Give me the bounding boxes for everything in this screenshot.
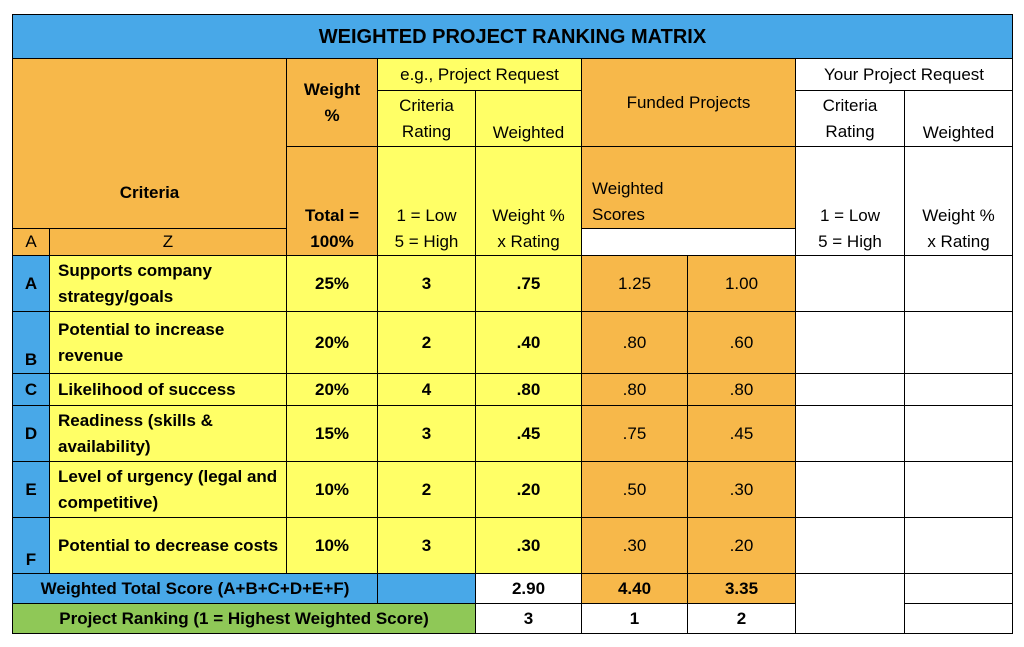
your-rating-cell[interactable]: [795, 255, 905, 312]
criteria-name: Supports company strategy/goals: [49, 255, 287, 312]
your-rating-scale-header: 1 = Low 5 = High: [795, 146, 905, 256]
table-row: C Likelihood of success 20% 4 .80 .80 .8…: [12, 373, 1013, 406]
weighted-value: .75: [475, 255, 582, 312]
criteria-name: Likelihood of success: [49, 373, 287, 406]
column-a-header: A: [12, 228, 50, 256]
criteria-name: Level of urgency (legal and competitive): [49, 461, 287, 518]
your-rating-cell[interactable]: [795, 373, 905, 406]
total-row: Weighted Total Score (A+B+C+D+E+F) 2.90 …: [12, 573, 1013, 634]
score-a: .80: [581, 373, 688, 406]
weight-x-rating-header: Weight % x Rating: [475, 146, 582, 256]
weight-value: 25%: [286, 255, 378, 312]
weighted-value: .30: [475, 517, 582, 574]
rating-scale-header: 1 = Low 5 = High: [377, 146, 476, 256]
row-letter: D: [12, 405, 50, 462]
criteria-name: Potential to increase revenue: [49, 311, 287, 374]
criteria-name: Readiness (skills & availability): [49, 405, 287, 462]
score-z: .80: [687, 373, 796, 406]
weighted-scores-header: Weighted Scores: [581, 146, 796, 229]
weight-value: 20%: [286, 373, 378, 406]
score-a: .30: [581, 517, 688, 574]
weight-value: 10%: [286, 517, 378, 574]
rating-value: 2: [377, 461, 476, 518]
your-weighted-cell[interactable]: [904, 373, 1013, 406]
row-letter: B: [12, 311, 50, 374]
table-row: A Supports company strategy/goals 25% 3 …: [12, 255, 1013, 312]
row-letter: F: [12, 517, 50, 574]
score-a: .80: [581, 311, 688, 374]
your-rating-cell[interactable]: [795, 461, 905, 518]
weight-value: 15%: [286, 405, 378, 462]
score-z: .45: [687, 405, 796, 462]
score-z: .60: [687, 311, 796, 374]
criteria-header: Criteria: [12, 58, 287, 229]
your-total-cell[interactable]: [795, 573, 905, 634]
rating-value: 4: [377, 373, 476, 406]
ranking-example: 3: [475, 603, 582, 634]
ranking-row: Project Ranking (1 = Highest Weighted Sc…: [12, 603, 1013, 634]
total-example: 2.90: [475, 573, 582, 604]
weight-total-header: Total = 100%: [286, 146, 378, 256]
ranking-matrix-table: WEIGHTED PROJECT RANKING MATRIX Criteria…: [12, 14, 1013, 634]
your-weighted-cell[interactable]: [904, 405, 1013, 462]
weight-value: 10%: [286, 461, 378, 518]
your-rating-cell[interactable]: [795, 517, 905, 574]
row-letter: A: [12, 255, 50, 312]
your-weighted-cell[interactable]: [904, 255, 1013, 312]
total-score-label: Weighted Total Score (A+B+C+D+E+F): [12, 573, 378, 604]
row-letter: C: [12, 373, 50, 406]
rating-value: 3: [377, 405, 476, 462]
your-weighted-cell[interactable]: [904, 311, 1013, 374]
weighted-value: .40: [475, 311, 582, 374]
your-ranking-cell[interactable]: [904, 603, 1013, 634]
weight-header: Weight%: [286, 58, 378, 147]
ranking-z: 2: [687, 603, 796, 634]
your-rating-cell[interactable]: [795, 405, 905, 462]
weight-value: 20%: [286, 311, 378, 374]
weighted-value: .45: [475, 405, 582, 462]
table-row: E Level of urgency (legal and competitiv…: [12, 461, 1013, 518]
table-row: D Readiness (skills & availability) 15% …: [12, 405, 1013, 462]
total-a: 4.40: [581, 573, 688, 604]
rating-value: 2: [377, 311, 476, 374]
your-weight-x-rating-header: Weight % x Rating: [904, 146, 1013, 256]
criteria-name: Potential to decrease costs: [49, 517, 287, 574]
your-rating-cell[interactable]: [795, 311, 905, 374]
score-a: .75: [581, 405, 688, 462]
your-weighted-cell[interactable]: [904, 461, 1013, 518]
your-total-weighted-cell[interactable]: [904, 573, 1013, 604]
your-weighted-header: Weighted: [904, 90, 1013, 147]
score-a: .50: [581, 461, 688, 518]
score-z: .30: [687, 461, 796, 518]
table-row: F Potential to decrease costs 10% 3 .30 …: [12, 517, 1013, 574]
weighted-value: .80: [475, 373, 582, 406]
your-weighted-cell[interactable]: [904, 517, 1013, 574]
total-z: 3.35: [687, 573, 796, 604]
weighted-value: .20: [475, 461, 582, 518]
rating-value: 3: [377, 255, 476, 312]
table-row: B Potential to increase revenue 20% 2 .4…: [12, 311, 1013, 374]
example-group-header: e.g., Project Request: [377, 58, 582, 91]
column-z-header: Z: [49, 228, 287, 256]
weighted-header: Weighted: [475, 90, 582, 147]
criteria-rating-header: Criteria Rating: [377, 90, 476, 147]
row-letter: E: [12, 461, 50, 518]
total-spacer: [377, 573, 476, 604]
rating-value: 3: [377, 517, 476, 574]
score-a: 1.25: [581, 255, 688, 312]
your-criteria-rating-header: Criteria Rating: [795, 90, 905, 147]
score-z: 1.00: [687, 255, 796, 312]
ranking-label: Project Ranking (1 = Highest Weighted Sc…: [12, 603, 476, 634]
ranking-a: 1: [581, 603, 688, 634]
your-request-header: Your Project Request: [795, 58, 1013, 91]
funded-projects-header: Funded Projects: [581, 58, 796, 147]
matrix-title: WEIGHTED PROJECT RANKING MATRIX: [12, 14, 1013, 59]
score-z: .20: [687, 517, 796, 574]
